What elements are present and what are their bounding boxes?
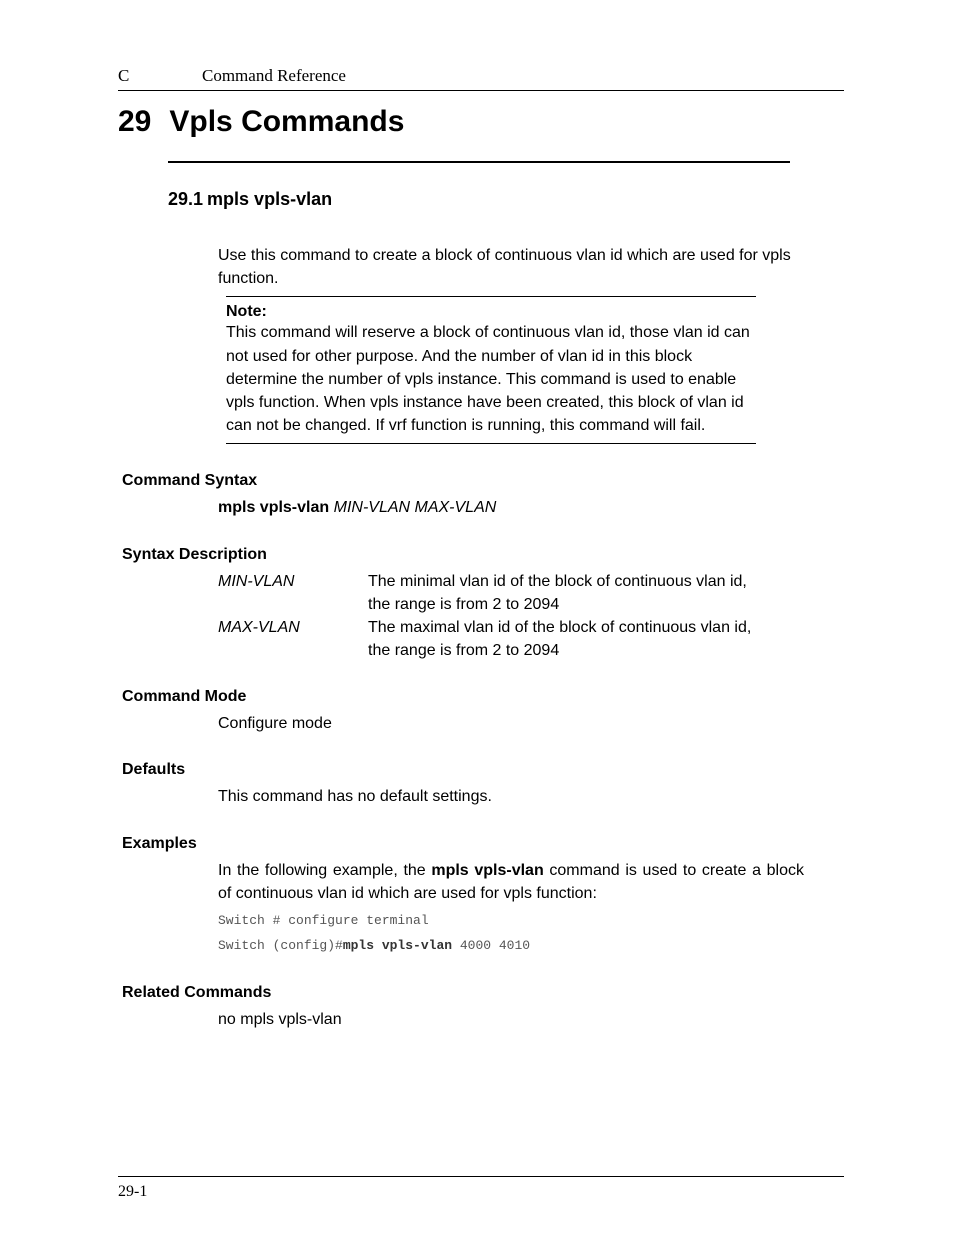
defaults-label: Defaults [122,761,844,779]
examples-inline-cmd: mpls vpls-vlan [431,862,543,879]
command-args: MIN-VLAN MAX-VLAN [334,499,497,516]
section-number: 29.1 [168,189,203,209]
note-divider-bottom [226,443,756,444]
code-prefix: Switch (config)# [218,938,343,953]
chapter-title: 29 Vpls Commands [118,105,844,139]
command-name: mpls vpls-vlan [218,499,329,516]
related-commands-label: Related Commands [122,984,844,1002]
syntax-desc: The maximal vlan id of the block of cont… [368,616,844,662]
header-text: Command Reference [202,66,346,86]
document-page: C Command Reference 29 Vpls Commands 29.1… [0,0,954,1235]
chapter-rule [168,161,790,163]
intro-text: Use this command to create a block of co… [218,244,804,290]
syntax-param: MAX-VLAN [218,616,368,662]
footer-rule [118,1176,844,1177]
syntax-row: MAX-VLAN The maximal vlan id of the bloc… [218,616,844,662]
related-commands-text: no mpls vpls-vlan [218,1008,844,1031]
intro-block: Use this command to create a block of co… [218,244,804,444]
syntax-param: MIN-VLAN [218,570,368,616]
note-text: This command will reserve a block of con… [226,321,756,437]
section-name: mpls vpls-vlan [207,189,332,209]
footer-page-number: 29-1 [118,1183,147,1201]
syntax-table: MIN-VLAN The minimal vlan id of the bloc… [218,570,844,663]
chapter-number: 29 [118,105,151,138]
note-box: Note: This command will reserve a block … [226,297,756,443]
section-title: 29.1mpls vpls-vlan [168,189,844,210]
syntax-description-label: Syntax Description [122,546,844,564]
defaults-text: This command has no default settings. [218,785,844,808]
code-block: Switch # configure terminal Switch (conf… [218,909,844,958]
header-letter: C [118,66,202,86]
code-line: Switch (config)#mpls vpls-vlan 4000 4010 [218,934,844,959]
chapter-name: Vpls Commands [169,105,404,138]
examples-body: In the following example, the mpls vpls-… [218,859,804,905]
command-mode-label: Command Mode [122,688,844,706]
command-syntax-body: mpls vpls-vlan MIN-VLAN MAX-VLAN [218,496,844,519]
code-args: 4000 4010 [452,938,530,953]
syntax-row: MIN-VLAN The minimal vlan id of the bloc… [218,570,844,616]
syntax-desc: The minimal vlan id of the block of cont… [368,570,844,616]
running-header: C Command Reference [118,66,844,91]
note-label: Note: [226,303,756,321]
code-line: Switch # configure terminal [218,909,844,934]
code-bold: mpls vpls-vlan [343,938,452,953]
command-mode-text: Configure mode [218,712,844,735]
examples-pre: In the following example, the [218,862,431,879]
command-syntax-label: Command Syntax [122,472,844,490]
examples-label: Examples [122,835,844,853]
